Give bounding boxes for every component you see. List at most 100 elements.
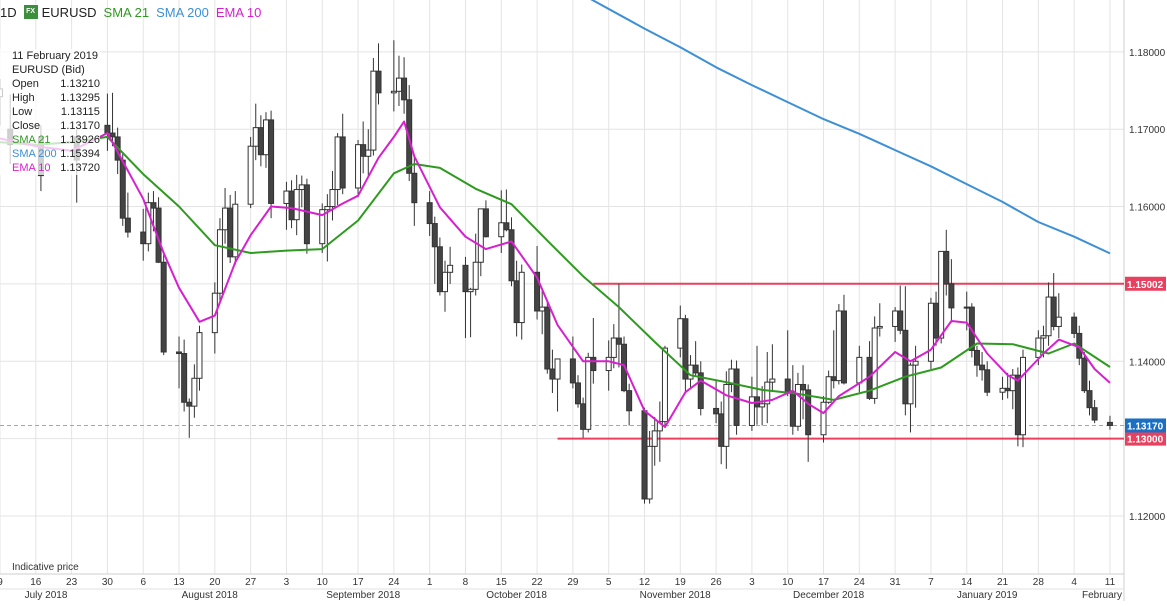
candle [534,271,541,312]
x-tick-label: 10 [782,577,794,588]
x-tick-label: 13 [173,577,185,588]
x-tick-label: 24 [854,577,866,588]
candle [1071,316,1078,334]
info-date: 11 February 2019 [12,50,99,62]
candle [1086,390,1093,409]
candle [186,401,193,407]
level-price-tag: 1.15002 [1127,280,1164,291]
info-row-sma21: SMA 21 1.13926 [12,134,100,146]
info-row-high: High 1.13295 [12,92,100,104]
candle [682,318,689,380]
x-tick-label: 14 [961,577,973,588]
y-tick-label: 1.14000 [1129,357,1166,368]
y-tick-label: 1.12000 [1129,512,1166,523]
month-label: July 2018 [25,590,68,601]
candle [585,356,592,430]
x-tick-label: 27 [245,577,257,588]
candle [339,136,346,189]
x-tick-label: 3 [284,577,290,588]
x-tick-label: 31 [890,577,902,588]
info-row-low: Low 1.13115 [12,106,100,118]
current-price-tag: 1.13170 [1127,421,1164,432]
x-tick-label: 29 [567,577,579,588]
candle [805,389,812,436]
candle [462,264,469,293]
candle [360,144,367,157]
timeframe-label[interactable]: 1D [0,4,17,20]
candle [181,353,188,403]
candle [615,337,622,345]
candle [723,383,730,447]
candle [897,310,904,331]
y-tick-label: 1.16000 [1129,203,1166,214]
candle [933,302,940,339]
candle [1045,296,1052,337]
candle [1081,357,1088,392]
candle [442,271,449,293]
chart-header: 1D FX EURUSD SMA 21 SMA 200 EMA 10 [0,3,268,21]
candle [119,159,126,219]
info-row-open: Open 1.13210 [12,78,100,90]
candle [943,250,950,285]
x-tick-label: 26 [711,577,723,588]
candle [365,149,372,157]
candle [626,390,633,412]
candle [764,381,771,405]
candle [876,325,883,329]
candle [656,421,663,432]
indicator-sma200-label[interactable]: SMA 200 [156,4,209,20]
indicative-price-note: Indicative price [12,562,79,573]
x-tick-label: 3 [749,577,755,588]
candle [145,202,152,245]
candle [329,189,336,208]
candle [191,377,198,407]
candle [820,401,827,436]
candle [713,407,720,415]
candle [252,127,259,147]
x-tick-label: 12 [639,577,651,588]
candle [503,222,510,231]
x-tick-label: 17 [352,577,364,588]
symbol-label[interactable]: EURUSD [41,4,97,20]
sma21-line [0,135,1111,401]
candle [1040,335,1047,339]
candle [697,372,704,409]
candle [1091,407,1098,421]
candle [426,202,433,225]
candle [769,378,776,383]
candle [257,127,264,156]
level-price-tag-bg [1125,276,1166,291]
candle [677,318,684,349]
candle [590,356,597,372]
candle [800,383,807,391]
candle [150,202,157,209]
candle [222,207,229,231]
candle [334,136,341,191]
indicator-ema10-label[interactable]: EMA 10 [215,4,262,20]
info-row-ema10: EMA 10 1.13720 [12,162,100,174]
candle [979,364,986,371]
candle [856,356,863,384]
candle [283,190,290,204]
candle [447,264,454,273]
candle [580,403,587,430]
candle [370,70,377,151]
candle [104,124,111,134]
candle [718,413,725,447]
candle [605,356,612,372]
x-tick-label: 4 [1071,577,1077,588]
candle [232,203,239,258]
indicator-sma21-label[interactable]: SMA 21 [103,4,150,20]
candle [196,332,203,379]
fx-badge-icon: FX [23,5,38,19]
candle [124,217,131,233]
candle [794,383,801,427]
x-tick-label: 16 [30,577,42,588]
candle [498,222,505,238]
x-tick-label: 21 [997,577,1009,588]
candle [390,90,397,94]
candle [303,184,310,245]
candle [907,364,914,405]
